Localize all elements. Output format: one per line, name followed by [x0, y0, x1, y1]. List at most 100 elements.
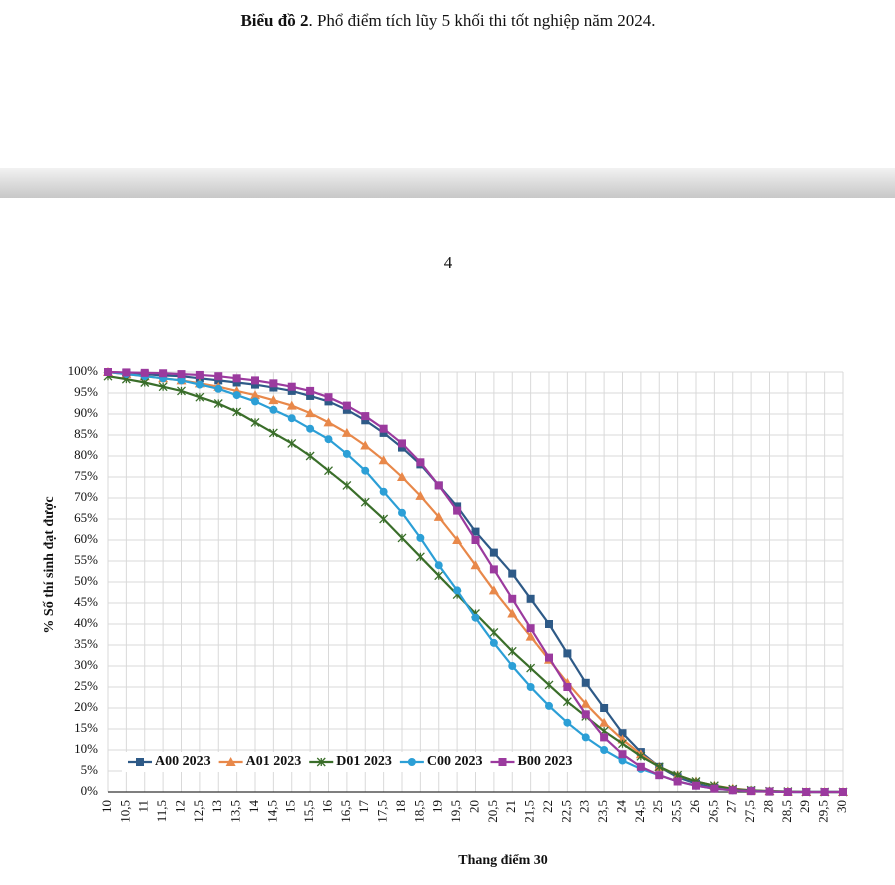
x-tick-label: 28,5: [779, 800, 794, 823]
x-tick-label: 13: [209, 800, 224, 813]
legend-item: A01 2023: [218, 754, 301, 769]
marker: [434, 561, 443, 570]
marker: [268, 428, 278, 438]
y-tick-label: 45%: [74, 594, 98, 609]
marker: [398, 508, 406, 517]
y-tick-label: 95%: [74, 384, 98, 399]
x-tick-label: 29: [797, 800, 812, 813]
marker: [287, 382, 296, 391]
marker: [341, 427, 352, 437]
marker: [416, 458, 425, 467]
marker: [581, 710, 590, 719]
legend-label: B00 2023: [518, 754, 573, 769]
x-tick-label: 22,5: [558, 800, 573, 823]
marker: [269, 379, 278, 388]
y-tick-label: 60%: [74, 531, 98, 546]
marker: [673, 777, 682, 786]
marker: [710, 784, 719, 793]
x-tick-label: 25: [650, 800, 665, 813]
marker: [655, 771, 664, 780]
marker: [214, 376, 223, 385]
marker: [563, 683, 572, 691]
marker: [618, 739, 627, 749]
y-tick-label: 30%: [74, 657, 98, 672]
marker: [323, 417, 334, 427]
marker: [471, 536, 480, 544]
marker: [214, 384, 223, 393]
x-tick-label: 21,5: [522, 800, 537, 823]
x-tick-label: 29,5: [816, 800, 831, 823]
caption: Biểu đồ 2. Phổ điểm tích lũy 5 khối thi …: [240, 11, 655, 30]
legend: A00 2023 A01 2023 D01 2023 C00 2023 B00 2023: [122, 752, 581, 772]
legend-item: D01 2023: [309, 754, 392, 769]
marker: [415, 490, 426, 500]
x-tick-label: 15: [283, 800, 298, 813]
page-separator: [0, 168, 895, 198]
x-tick-label: 17,5: [375, 800, 390, 823]
marker: [654, 762, 664, 772]
marker: [471, 527, 480, 536]
marker: [453, 506, 462, 515]
y-axis-label: % Số thí sinh đạt được: [42, 496, 57, 633]
marker: [342, 449, 351, 458]
marker: [839, 788, 847, 796]
marker: [159, 369, 168, 378]
marker: [177, 376, 186, 385]
y-tick-label: 65%: [74, 510, 98, 525]
marker: [507, 646, 517, 656]
marker: [692, 781, 700, 790]
marker: [250, 417, 260, 427]
x-tick-label: 28: [760, 800, 775, 813]
marker: [305, 451, 315, 461]
marker: [342, 405, 351, 414]
marker: [225, 757, 236, 766]
y-tick-label: 10%: [74, 741, 98, 756]
marker: [600, 704, 609, 712]
marker: [306, 424, 315, 433]
legend-background: [122, 752, 581, 772]
y-tick-label: 50%: [74, 573, 98, 588]
marker: [286, 400, 297, 410]
marker: [269, 383, 278, 392]
marker: [195, 370, 204, 379]
marker: [728, 786, 737, 795]
marker: [251, 397, 259, 406]
marker: [122, 368, 131, 377]
y-tick-label: 75%: [74, 468, 98, 483]
legend-label: D01 2023: [336, 754, 392, 769]
marker: [232, 374, 241, 383]
legend-item: B00 2023: [490, 754, 573, 769]
marker: [397, 472, 407, 481]
marker: [747, 787, 756, 796]
marker: [416, 533, 425, 542]
marker: [508, 594, 517, 603]
marker: [453, 502, 462, 511]
marker: [600, 733, 609, 742]
marker: [316, 757, 326, 767]
marker: [140, 368, 149, 377]
x-tick-label: 23,5: [595, 800, 610, 823]
x-axis-label: Thang điểm 30: [458, 853, 547, 868]
marker: [470, 560, 481, 570]
marker: [195, 380, 204, 389]
marker: [324, 397, 333, 406]
marker: [434, 481, 443, 490]
marker: [324, 393, 333, 402]
marker: [342, 401, 351, 410]
marker: [268, 395, 279, 405]
marker: [434, 571, 444, 581]
y-tick-label: 100%: [68, 363, 99, 378]
marker: [525, 631, 536, 641]
marker: [599, 717, 610, 727]
marker: [508, 662, 517, 670]
marker: [489, 548, 498, 557]
marker: [488, 585, 499, 595]
marker: [287, 386, 296, 395]
x-tick-label: 12,5: [191, 800, 206, 823]
x-tick-label: 19: [430, 800, 445, 813]
marker: [581, 678, 590, 687]
marker: [618, 750, 627, 759]
y-tick-label: 70%: [74, 489, 98, 504]
marker: [820, 788, 829, 796]
x-tick-label: 18,5: [411, 800, 426, 823]
